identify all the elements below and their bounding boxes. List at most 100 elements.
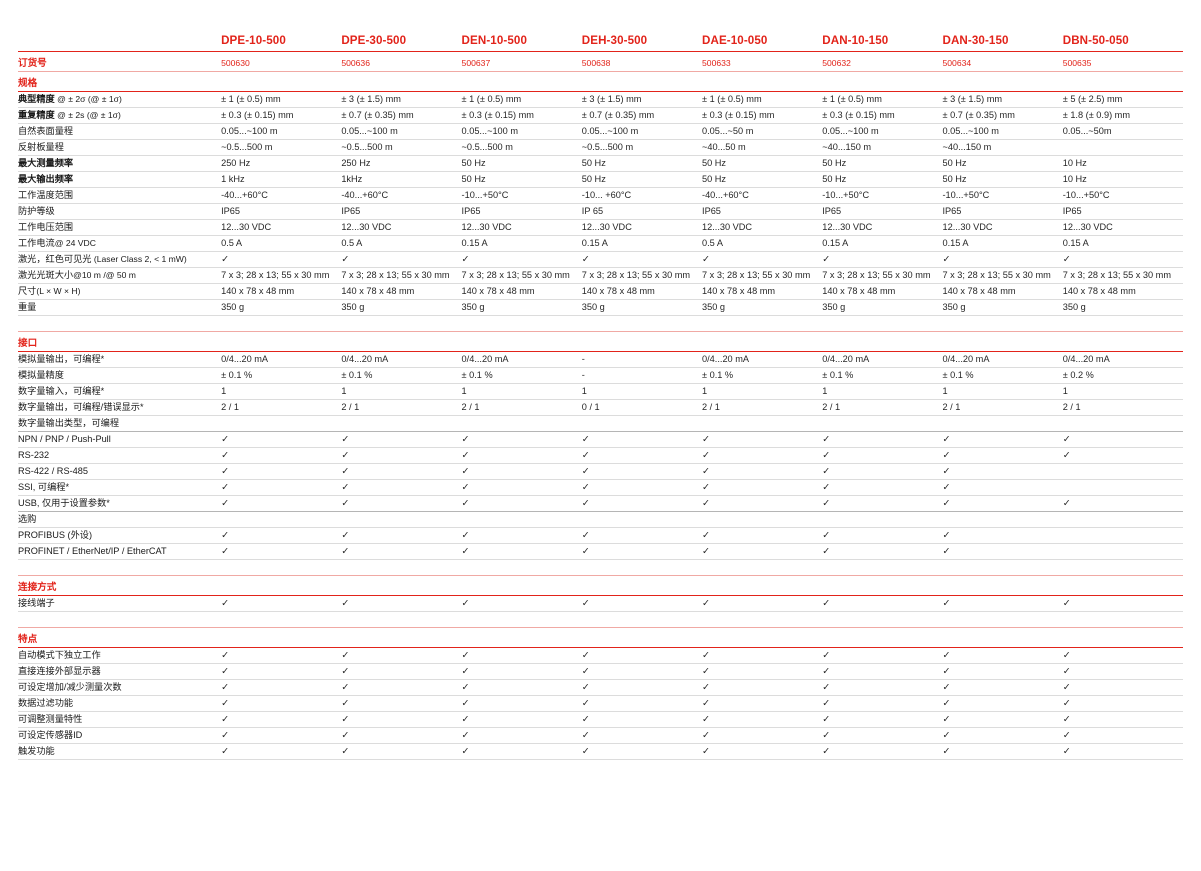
- cell-DEH-30-500: 50 Hz: [581, 171, 703, 188]
- section-blank: [1062, 627, 1183, 648]
- row-label-subtext: (Laser Class 2, < 1 mW): [91, 254, 187, 264]
- section-blank: [581, 627, 703, 648]
- table-row: RS-232 ✓ ✓ ✓ ✓ ✓ ✓ ✓ ✓: [18, 447, 1183, 464]
- check-icon-DEH-30-500: ✓: [581, 647, 703, 664]
- cell-DPE-10-500: ~0.5...500 m: [221, 139, 342, 156]
- check-icon-DEN-10-500: ✓: [461, 447, 582, 464]
- row-label: 模拟量精度: [18, 367, 222, 384]
- check-icon-DBN-50-050: ✓: [1062, 251, 1183, 268]
- cell-DBN-50-050: ± 5 (± 2.5) mm: [1062, 91, 1183, 108]
- cell-DBN-50-050: [1062, 543, 1183, 560]
- cell-DAE-10-050: [702, 415, 823, 432]
- section-blank: [461, 331, 582, 352]
- cell-DPE-10-500: 140 x 78 x 48 mm: [221, 283, 342, 300]
- row-label-text: 工作电压范围: [18, 222, 74, 232]
- check-icon-DEN-10-500: ✓: [461, 647, 582, 664]
- row-label-text: RS-422 / RS-485: [18, 466, 88, 476]
- cell-DAN-10-150: 350 g: [822, 299, 943, 316]
- column-header-DAE-10-050: DAE-10-050: [702, 34, 768, 47]
- cell-DAE-10-050: 140 x 78 x 48 mm: [702, 283, 823, 300]
- check-icon-DAN-10-150: ✓: [822, 711, 943, 728]
- cell-DPE-30-500: ± 0.7 (± 0.35) mm: [341, 107, 462, 124]
- cell-DAN-10-150: ± 0.3 (± 0.15) mm: [822, 107, 943, 124]
- section-header-features: 特点: [18, 627, 1183, 648]
- cell-DEN-10-500: -10...+50°C: [461, 187, 582, 204]
- row-label-text: 重复精度: [18, 110, 55, 120]
- cell-DAN-30-150: 50 Hz: [942, 171, 1063, 188]
- row-label-text: USB, 仅用于设置参数*: [18, 498, 110, 508]
- cell-DAE-10-050: ± 0.3 (± 0.15) mm: [702, 107, 823, 124]
- spacer-cell: [18, 560, 1183, 576]
- cell-DEN-10-500: [461, 415, 582, 432]
- cell-DPE-30-500: 1: [341, 383, 462, 400]
- cell-DAN-30-150: 12...30 VDC: [942, 219, 1063, 236]
- header-spacer: [18, 22, 221, 52]
- cell-DAN-30-150: 350 g: [942, 299, 1063, 316]
- table-row: 最大输出频率 1 kHz 1kHz 50 Hz 50 Hz 50 Hz 50 Hz 50 Hz…: [18, 171, 1183, 188]
- table-row: 数据过滤功能 ✓ ✓ ✓ ✓ ✓ ✓ ✓ ✓: [18, 695, 1183, 712]
- cell-DPE-10-500: 1: [221, 383, 342, 400]
- row-label-text: 模拟量精度: [18, 370, 64, 380]
- row-label: RS-232: [18, 447, 222, 464]
- row-label-text: NPN / PNP / Push-Pull: [18, 434, 111, 444]
- spec-sheet: DPE-10-500 DPE-30-500 DEN-10-500 DEH-30-500…: [0, 22, 1201, 871]
- check-icon-DEH-30-500: ✓: [581, 479, 703, 496]
- cell-DBN-50-050: 10 Hz: [1062, 155, 1183, 172]
- check-icon-DPE-10-500: ✓: [221, 743, 342, 760]
- cell-DBN-50-050: -10...+50°C: [1062, 187, 1183, 204]
- product-comparison-table: DPE-10-500 DPE-30-500 DEN-10-500 DEH-30-500…: [18, 22, 1183, 760]
- cell-DPE-30-500: 350 g: [341, 299, 462, 316]
- check-icon-DPE-10-500: ✓: [221, 447, 342, 464]
- cell-DEH-30-500: 140 x 78 x 48 mm: [581, 283, 703, 300]
- table-row: 工作电压范围 12...30 VDC 12...30 VDC 12...30 VDC 1…: [18, 219, 1183, 236]
- row-label-text: 防护等级: [18, 206, 55, 216]
- check-icon-DBN-50-050: ✓: [1062, 495, 1183, 512]
- check-icon-DEH-30-500: ✓: [581, 695, 703, 712]
- section-blank: [1062, 71, 1183, 92]
- table-row: 典型精度 @ ± 2σ (@ ± 1σ) ± 1 (± 0.5) mm ± 3 (±…: [18, 91, 1183, 108]
- check-icon-DAN-10-150: ✓: [822, 495, 943, 512]
- row-label: 直接连接外部显示器: [18, 663, 222, 680]
- section-blank: [1062, 331, 1183, 352]
- check-icon-DEH-30-500: ✓: [581, 527, 703, 544]
- table-row: PROFIBUS (外设) ✓ ✓ ✓ ✓ ✓ ✓ ✓: [18, 527, 1183, 544]
- order-number-label: 订货号: [18, 51, 222, 72]
- check-icon-DAE-10-050: ✓: [702, 711, 823, 728]
- cell-DPE-30-500: 0.05...~100 m: [341, 123, 462, 140]
- row-label-text: 接线端子: [18, 598, 55, 608]
- cell-DEN-10-500: ± 0.1 %: [461, 367, 582, 384]
- section-spacer: [18, 316, 1183, 332]
- table-row: 模拟量精度 ± 0.1 % ± 0.1 % ± 0.1 % - ± 0.1 % ± 0.1 …: [18, 367, 1183, 384]
- column-header-DBN-50-050: DBN-50-050: [1062, 34, 1129, 47]
- row-label-text: SSI, 可编程*: [18, 482, 70, 492]
- check-icon-DEH-30-500: ✓: [581, 463, 703, 480]
- cell-DAN-30-150: 140 x 78 x 48 mm: [942, 283, 1063, 300]
- row-label-subtext: (L × W × H): [36, 286, 81, 296]
- cell-DEH-30-500: 0.15 A: [581, 235, 703, 252]
- row-label: 自动模式下独立工作: [18, 647, 222, 664]
- check-icon-DAE-10-050: ✓: [702, 743, 823, 760]
- cell-DAE-10-050: 0/4...20 mA: [702, 351, 823, 368]
- cell-DPE-10-500: ± 0.3 (± 0.15) mm: [221, 107, 342, 124]
- cell-DEN-10-500: 7 x 3; 28 x 13; 55 x 30 mm: [461, 267, 582, 284]
- check-icon-DAN-10-150: ✓: [822, 679, 943, 696]
- check-icon-DAN-30-150: ✓: [942, 743, 1063, 760]
- row-label-subtext: @10 m /@ 50 m: [73, 270, 136, 280]
- check-icon-DEH-30-500: ✓: [581, 679, 703, 696]
- section-blank: [221, 71, 342, 92]
- cell-DAE-10-050: IP65: [702, 203, 823, 220]
- check-icon-DEN-10-500: ✓: [461, 711, 582, 728]
- cell-DEH-30-500: IP 65: [581, 203, 703, 220]
- section-spacer: [18, 612, 1183, 628]
- column-header-DAN-10-150: DAN-10-150: [822, 34, 889, 47]
- check-icon-DEH-30-500: ✓: [581, 543, 703, 560]
- check-icon-DAE-10-050: ✓: [702, 543, 823, 560]
- check-icon-DEH-30-500: ✓: [581, 447, 703, 464]
- column-header-DEN-10-500: DEN-10-500: [461, 34, 527, 47]
- check-icon-DPE-30-500: ✓: [341, 743, 462, 760]
- check-icon-DPE-30-500: ✓: [341, 527, 462, 544]
- column-header-DAN-30-150: DAN-30-150: [942, 34, 1009, 47]
- check-icon-DAN-10-150: ✓: [822, 447, 943, 464]
- table-row: 数字量输入，可编程* 1 1 1 1 1 1 1 1: [18, 383, 1183, 400]
